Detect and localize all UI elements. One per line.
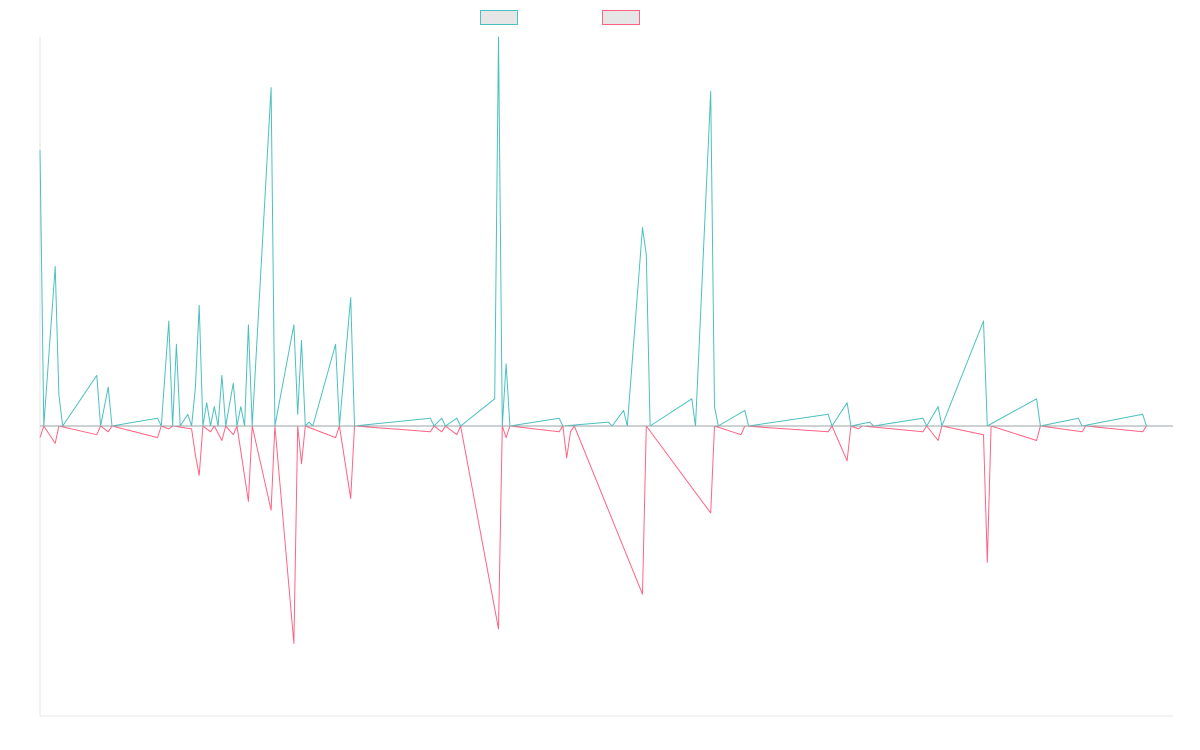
- chart-legend: [480, 10, 640, 25]
- legend-item-series-2[interactable]: [602, 10, 640, 25]
- series-line-1: [39, 36, 1173, 427]
- legend-item-series-1[interactable]: [480, 10, 518, 25]
- legend-swatch-series-1: [480, 10, 518, 25]
- legend-swatch-series-2: [602, 10, 640, 25]
- series-line-2: [39, 425, 1173, 644]
